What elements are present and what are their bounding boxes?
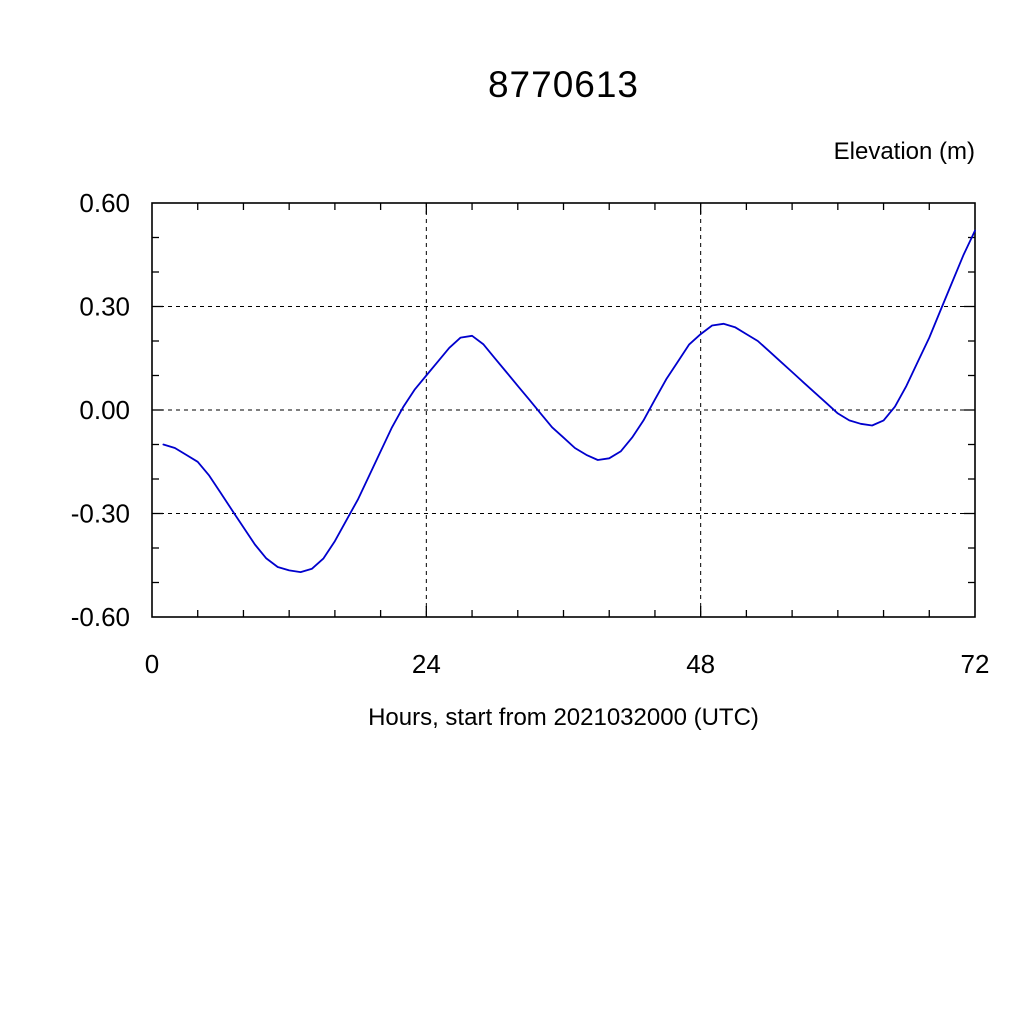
x-axis-label: Hours, start from 2021032000 (UTC) [368,704,759,731]
x-tick-label: 0 [145,649,159,679]
elevation-series-line [162,229,976,573]
y-tick-label: 0.30 [79,292,130,322]
y-axis-label: Elevation (m) [833,138,975,165]
y-tick-label: 0.60 [79,188,130,218]
y-tick-label: -0.60 [71,602,130,632]
x-tick-label: 72 [961,649,990,679]
y-tick-label: 0.00 [79,395,130,425]
y-tick-label: -0.30 [71,499,130,529]
x-tick-label: 24 [412,649,441,679]
x-tick-label: 48 [686,649,715,679]
chart-title: 8770613 [487,64,640,105]
